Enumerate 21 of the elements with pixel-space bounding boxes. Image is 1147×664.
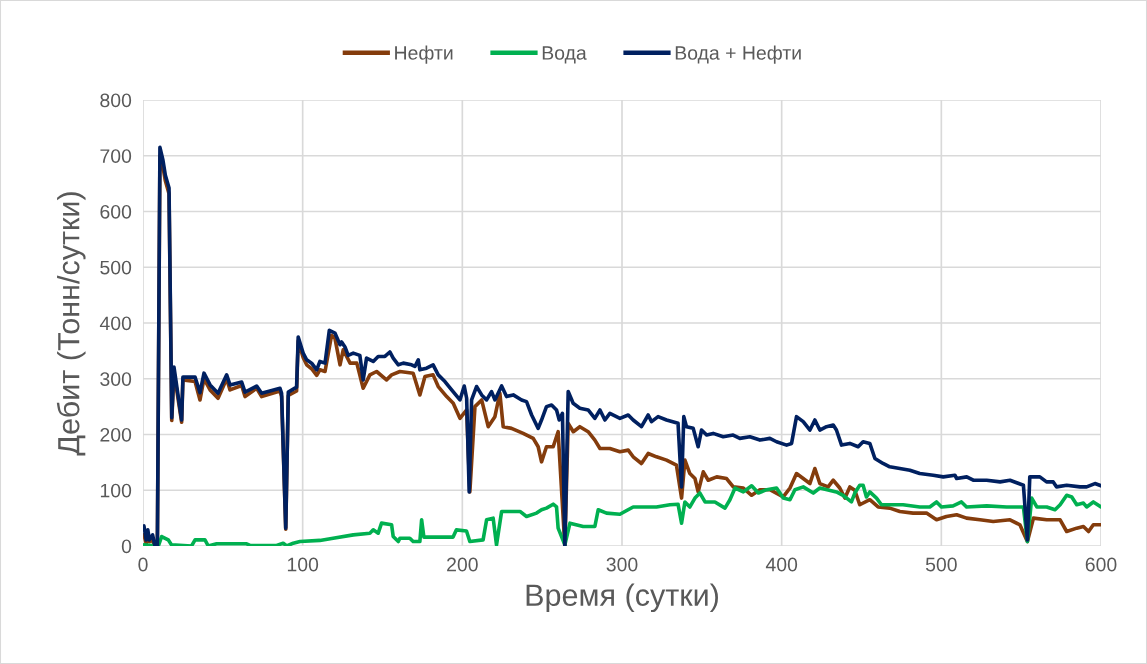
x-tick-label: 300 bbox=[606, 557, 638, 572]
y-tick-label: 200 bbox=[100, 427, 132, 442]
legend-label: Вода bbox=[542, 46, 587, 64]
y-tick-label: 700 bbox=[100, 149, 132, 163]
x-axis-title: Время (сутки) bbox=[526, 583, 718, 613]
legend-label: Нефти bbox=[395, 45, 453, 64]
x-tick-label: 200 bbox=[447, 557, 478, 572]
x-tick-label: 0 bbox=[138, 557, 148, 572]
y-tick-label: 800 bbox=[100, 93, 132, 108]
x-tick-label: 100 bbox=[287, 557, 319, 572]
y-tick-label: 100 bbox=[100, 483, 132, 498]
y-tick-label: 300 bbox=[100, 372, 132, 386]
x-tick-label: 500 bbox=[925, 557, 957, 572]
y-tick-label: 0 bbox=[121, 539, 132, 554]
x-tick-label: 600 bbox=[1085, 557, 1117, 572]
y-tick-label: 400 bbox=[99, 316, 132, 331]
legend-label: Вода + Нефти bbox=[675, 45, 801, 64]
y-tick-label: 600 bbox=[100, 204, 132, 219]
y-tick-label: 500 bbox=[100, 260, 132, 275]
x-tick-label: 400 bbox=[765, 557, 798, 572]
y-axis-title: Дебит (Тонн/сутки) bbox=[56, 192, 86, 456]
